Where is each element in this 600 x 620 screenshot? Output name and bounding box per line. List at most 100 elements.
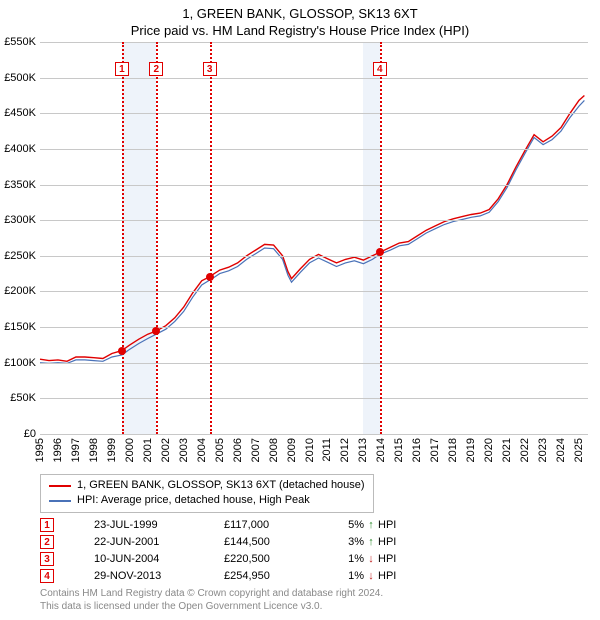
event-dot [206, 273, 214, 281]
event-price: £254,950 [224, 570, 334, 582]
event-badge: 4 [40, 569, 54, 583]
event-hpi-label: HPI [378, 519, 396, 531]
event-hpi-label: HPI [378, 570, 396, 582]
x-tick-label: 2000 [124, 438, 136, 462]
x-tick-label: 2003 [178, 438, 190, 462]
x-tick-label: 2006 [232, 438, 244, 462]
event-pct: 3% [334, 536, 364, 548]
x-tick-label: 2007 [250, 438, 262, 462]
event-line [156, 42, 158, 434]
event-badge: 3 [40, 552, 54, 566]
event-dot [376, 248, 384, 256]
y-tick-label: £250K [0, 250, 36, 262]
legend-label-1: 1, GREEN BANK, GLOSSOP, SK13 6XT (detach… [77, 478, 365, 493]
y-tick-label: £50K [0, 392, 36, 404]
event-price: £117,000 [224, 519, 334, 531]
event-row: 1 23-JUL-1999£117,0005%↑HPI [40, 516, 396, 533]
event-date: 29-NOV-2013 [94, 570, 224, 582]
footer-line-1: Contains HM Land Registry data © Crown c… [40, 588, 383, 601]
event-badge: 1 [40, 518, 54, 532]
event-marker: 1 [115, 62, 129, 76]
event-dot [118, 347, 126, 355]
legend-item-2: HPI: Average price, detached house, High… [49, 493, 365, 508]
x-tick-label: 1997 [70, 438, 82, 462]
x-tick-label: 2025 [573, 438, 585, 462]
legend-item-1: 1, GREEN BANK, GLOSSOP, SK13 6XT (detach… [49, 478, 365, 493]
event-hpi-label: HPI [378, 536, 396, 548]
legend-swatch-1 [49, 485, 71, 487]
event-arrow-icon: ↑ [364, 536, 378, 548]
chart-title-block: 1, GREEN BANK, GLOSSOP, SK13 6XT Price p… [0, 0, 600, 40]
event-pct: 5% [334, 519, 364, 531]
x-tick-label: 2019 [465, 438, 477, 462]
event-marker: 2 [149, 62, 163, 76]
event-date: 22-JUN-2001 [94, 536, 224, 548]
event-date: 23-JUL-1999 [94, 519, 224, 531]
y-tick-label: £150K [0, 321, 36, 333]
x-tick-label: 2015 [393, 438, 405, 462]
x-tick-label: 2020 [483, 438, 495, 462]
footer-attribution: Contains HM Land Registry data © Crown c… [40, 588, 383, 613]
x-tick-label: 2016 [411, 438, 423, 462]
event-badge: 2 [40, 535, 54, 549]
x-tick-label: 2005 [214, 438, 226, 462]
event-marker: 4 [373, 62, 387, 76]
gridline [40, 434, 588, 435]
event-marker: 3 [203, 62, 217, 76]
event-price: £144,500 [224, 536, 334, 548]
x-tick-label: 1995 [34, 438, 46, 462]
x-tick-label: 2004 [196, 438, 208, 462]
event-price: £220,500 [224, 553, 334, 565]
x-tick-label: 2014 [375, 438, 387, 462]
x-tick-label: 1999 [106, 438, 118, 462]
x-tick-label: 2001 [142, 438, 154, 462]
x-tick-label: 2021 [501, 438, 513, 462]
x-tick-label: 2018 [447, 438, 459, 462]
event-arrow-icon: ↑ [364, 519, 378, 531]
y-tick-label: £200K [0, 285, 36, 297]
event-row: 4 29-NOV-2013£254,9501%↓HPI [40, 567, 396, 584]
y-tick-label: £0 [0, 428, 36, 440]
x-tick-label: 2009 [286, 438, 298, 462]
y-tick-label: £300K [0, 214, 36, 226]
event-arrow-icon: ↓ [364, 570, 378, 582]
y-tick-label: £350K [0, 179, 36, 191]
title-line-2: Price paid vs. HM Land Registry's House … [0, 23, 600, 40]
x-tick-label: 2008 [268, 438, 280, 462]
x-tick-label: 2024 [555, 438, 567, 462]
y-tick-label: £450K [0, 107, 36, 119]
x-tick-label: 2017 [429, 438, 441, 462]
legend-label-2: HPI: Average price, detached house, High… [77, 493, 310, 508]
x-tick-label: 1998 [88, 438, 100, 462]
x-tick-label: 2013 [357, 438, 369, 462]
y-tick-label: £400K [0, 143, 36, 155]
x-tick-label: 2011 [321, 438, 333, 462]
x-tick-label: 1996 [52, 438, 64, 462]
event-pct: 1% [334, 570, 364, 582]
events-table: 123-JUL-1999£117,0005%↑HPI222-JUN-2001£1… [40, 516, 396, 584]
x-tick-label: 2010 [304, 438, 316, 462]
chart-area: £0£50K£100K£150K£200K£250K£300K£350K£400… [40, 42, 588, 434]
event-date: 10-JUN-2004 [94, 553, 224, 565]
footer-line-2: This data is licensed under the Open Gov… [40, 601, 383, 614]
event-line [210, 42, 212, 434]
event-row: 2 22-JUN-2001£144,5003%↑HPI [40, 533, 396, 550]
y-tick-label: £500K [0, 72, 36, 84]
event-hpi-label: HPI [378, 553, 396, 565]
x-tick-label: 2023 [537, 438, 549, 462]
plot-area: £0£50K£100K£150K£200K£250K£300K£350K£400… [40, 42, 588, 434]
event-arrow-icon: ↓ [364, 553, 378, 565]
x-tick-label: 2012 [339, 438, 351, 462]
event-pct: 1% [334, 553, 364, 565]
y-tick-label: £100K [0, 357, 36, 369]
event-row: 3 10-JUN-2004£220,5001%↓HPI [40, 550, 396, 567]
legend-swatch-2 [49, 500, 71, 502]
x-tick-label: 2002 [160, 438, 172, 462]
x-tick-label: 2022 [519, 438, 531, 462]
event-line [122, 42, 124, 434]
title-line-1: 1, GREEN BANK, GLOSSOP, SK13 6XT [0, 6, 600, 23]
event-dot [152, 327, 160, 335]
event-line [380, 42, 382, 434]
y-tick-label: £550K [0, 36, 36, 48]
legend: 1, GREEN BANK, GLOSSOP, SK13 6XT (detach… [40, 474, 374, 513]
